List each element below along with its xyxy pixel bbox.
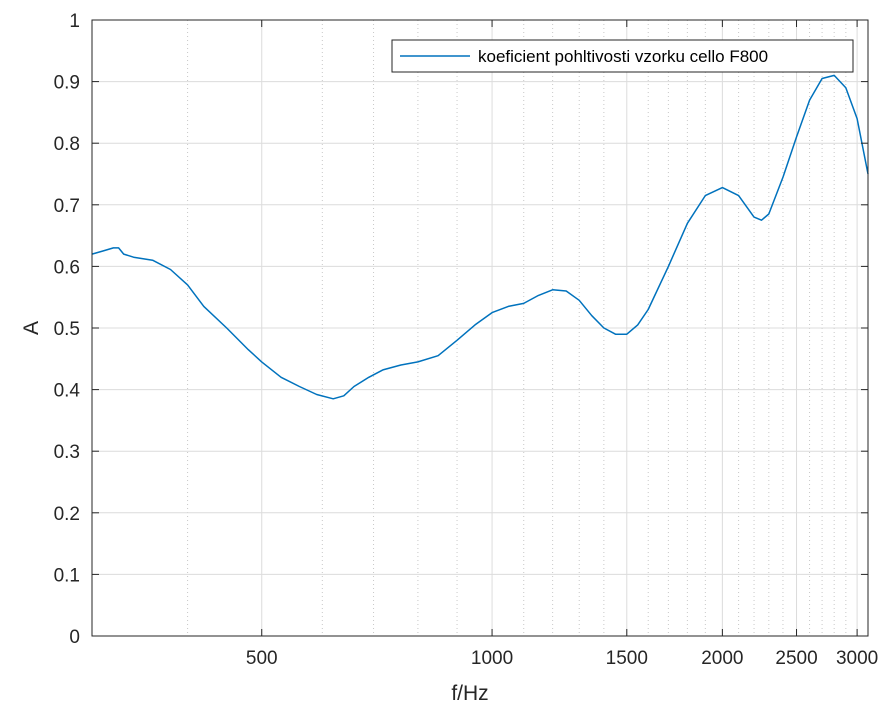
x-axis-label: f/Hz [451,682,488,705]
y-tick-label: 0.8 [54,134,80,155]
major-grid [92,19,868,637]
x-tick-label: 2000 [701,648,743,669]
x-axis-ticks: 500 1000 1500 2000 2500 3000 [246,20,878,669]
y-tick-label: 0 [69,627,80,648]
y-axis-ticks: 0 0.1 0.2 0.3 0.4 0.5 0.6 0.7 0.8 0.9 1 [54,11,868,648]
x-tick-label: 1500 [606,648,648,669]
y-tick-label: 0.3 [54,442,80,463]
y-axis-label: A [20,321,43,335]
x-tick-label: 3000 [836,648,878,669]
legend: koeficient pohltivosti vzorku cello F800 [391,39,854,73]
y-tick-label: 0.9 [54,73,80,94]
x-tick-label: 2500 [775,648,817,669]
y-tick-label: 1 [69,11,80,32]
series-line [91,74,869,400]
y-tick-label: 0.2 [54,504,80,525]
y-tick-label: 0.5 [54,319,80,340]
y-tick-label: 0.7 [54,196,80,217]
y-tick-label: 0.4 [54,381,81,402]
x-tick-label: 1000 [471,648,513,669]
y-tick-label: 0.1 [54,565,80,586]
legend-label: koeficient pohltivosti vzorku cello F800 [478,47,768,66]
series-group [91,74,869,400]
x-tick-label: 500 [246,648,278,669]
y-tick-label: 0.6 [54,257,80,278]
